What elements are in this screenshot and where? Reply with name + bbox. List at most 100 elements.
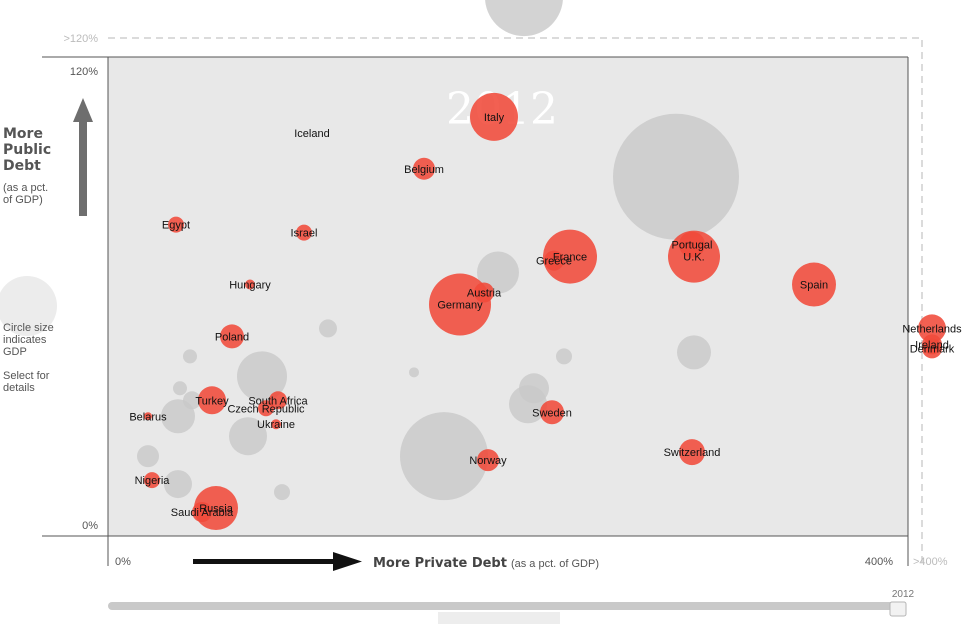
bubble-u-k[interactable] (668, 230, 720, 283)
y-axis-title: More Public Debt (3, 126, 51, 174)
label-belarus[interactable]: Belarus (129, 411, 167, 423)
y-overflow-label: >120% (63, 33, 98, 45)
y-min-label: 0% (82, 520, 98, 532)
background-bubble[interactable] (319, 319, 337, 338)
label-germany[interactable]: Germany (437, 299, 483, 311)
label-italy[interactable]: Italy (484, 112, 505, 124)
background-bubble[interactable] (485, 0, 563, 37)
label-switzerland[interactable]: Switzerland (664, 447, 721, 459)
select-note-line-1: Select for (3, 370, 50, 382)
label-belgium[interactable]: Belgium (404, 164, 444, 176)
select-note: Select for details (3, 370, 83, 394)
x-overflow-label: >400% (913, 556, 948, 568)
overflow-boundary (108, 37, 923, 566)
bubble-hungary[interactable] (245, 279, 255, 290)
y-max-label: 120% (70, 66, 98, 78)
label-poland[interactable]: Poland (215, 331, 249, 343)
size-note: Circle size indicates GDP (3, 322, 83, 358)
label-netherlands[interactable]: Netherlands (902, 323, 962, 335)
country-labels: Iceland Italy Belgium Egypt Israel PortugalU.… (129, 112, 962, 519)
y-axis-subtitle: (as a pct. of GDP) (3, 182, 48, 206)
bottom-tab (438, 612, 560, 624)
background-bubble[interactable] (613, 113, 739, 240)
bubble-switzerland[interactable] (679, 439, 705, 466)
label-israel[interactable]: Israel (291, 228, 318, 240)
bubble-israel[interactable] (296, 224, 312, 241)
bubble-norway[interactable] (477, 449, 499, 472)
bubble-belarus[interactable] (144, 412, 152, 421)
x-axis-title-sub: (as a pct. of GDP) (511, 558, 599, 570)
select-note-line-2: details (3, 382, 35, 394)
background-bubble[interactable] (409, 367, 419, 378)
label-egypt[interactable]: Egypt (162, 220, 190, 232)
country-bubbles (144, 92, 946, 531)
bubble-italy[interactable] (470, 92, 518, 141)
bubble-egypt[interactable] (168, 216, 184, 233)
bubble-denmark[interactable] (922, 338, 942, 359)
label-russia[interactable]: Russia (199, 503, 234, 515)
background-bubble[interactable] (237, 351, 287, 402)
y-arrow-icon (73, 98, 93, 216)
label-denmark[interactable]: Denmark (910, 343, 955, 355)
background-bubble[interactable] (164, 470, 192, 499)
background-bubble[interactable] (137, 445, 159, 468)
label-hungary[interactable]: Hungary (229, 280, 271, 292)
label-nigeria[interactable]: Nigeria (135, 475, 171, 487)
label-france[interactable]: France (553, 252, 587, 264)
label-ukraine[interactable]: Ukraine (257, 419, 295, 431)
bubble-turkey[interactable] (198, 386, 226, 415)
size-legend-bubble (0, 276, 57, 336)
bubble-poland[interactable] (220, 324, 244, 349)
label-iceland[interactable]: Iceland (294, 128, 329, 140)
bubble-france[interactable] (543, 229, 597, 284)
background-bubble[interactable] (556, 348, 572, 365)
x-axis-title: More Private Debt (as a pct. of GDP) (373, 556, 599, 571)
x-axis-title-main: More Private Debt (373, 556, 507, 571)
y-sub-line-2: of GDP) (3, 194, 43, 206)
label-czech-republic[interactable]: Czech Republic (227, 403, 305, 415)
size-note-line-2: indicates (3, 334, 47, 346)
bubble-spain[interactable] (792, 262, 836, 307)
bubble-germany[interactable] (429, 273, 491, 336)
size-note-line-3: GDP (3, 346, 27, 358)
y-sub-line-1: (as a pct. (3, 182, 49, 194)
label-spain[interactable]: Spain (800, 280, 828, 292)
bubble-nigeria[interactable] (144, 472, 160, 489)
background-bubble[interactable] (161, 399, 195, 434)
bubble-netherlands[interactable] (918, 314, 946, 343)
label-norway[interactable]: Norway (469, 455, 507, 467)
bubble-south-africa[interactable] (269, 391, 287, 410)
slider-track[interactable] (108, 602, 906, 610)
bubble-saudi-arabia[interactable] (192, 502, 212, 523)
background-bubble[interactable] (677, 335, 711, 370)
y-title-line-3: Debt (3, 158, 41, 174)
bubble-ukraine[interactable] (271, 419, 281, 430)
slider-year-label: 2012 (892, 589, 915, 600)
label-portugal[interactable]: Portugal (672, 240, 713, 252)
label-turkey[interactable]: Turkey (195, 395, 229, 407)
background-bubble[interactable] (229, 417, 267, 456)
label-greece[interactable]: Greece (536, 256, 572, 268)
label-ireland[interactable]: Ireland (915, 339, 949, 351)
plot-area (108, 57, 908, 536)
label-sweden[interactable]: Sweden (532, 407, 572, 419)
label-south-africa[interactable]: South Africa (248, 395, 308, 407)
x-max-label: 400% (865, 556, 893, 568)
background-bubble[interactable] (400, 412, 488, 501)
bubble-czech-republic[interactable] (258, 400, 274, 417)
background-bubble[interactable] (173, 381, 187, 396)
background-bubble[interactable] (183, 349, 197, 364)
slider-handle[interactable] (889, 601, 907, 617)
background-bubble[interactable] (477, 251, 519, 294)
bubble-sweden[interactable] (540, 400, 564, 425)
label-u-k[interactable]: U.K. (683, 252, 704, 264)
background-bubble[interactable] (509, 385, 547, 424)
label-saudi-arabia[interactable]: Saudi Arabia (171, 507, 234, 519)
background-bubble[interactable] (274, 484, 290, 501)
size-note-line-1: Circle size (3, 322, 54, 334)
label-austria[interactable]: Austria (467, 288, 502, 300)
y-title-line-1: More (3, 126, 43, 142)
bubble-belgium[interactable] (413, 157, 435, 180)
background-bubbles (137, 0, 739, 501)
